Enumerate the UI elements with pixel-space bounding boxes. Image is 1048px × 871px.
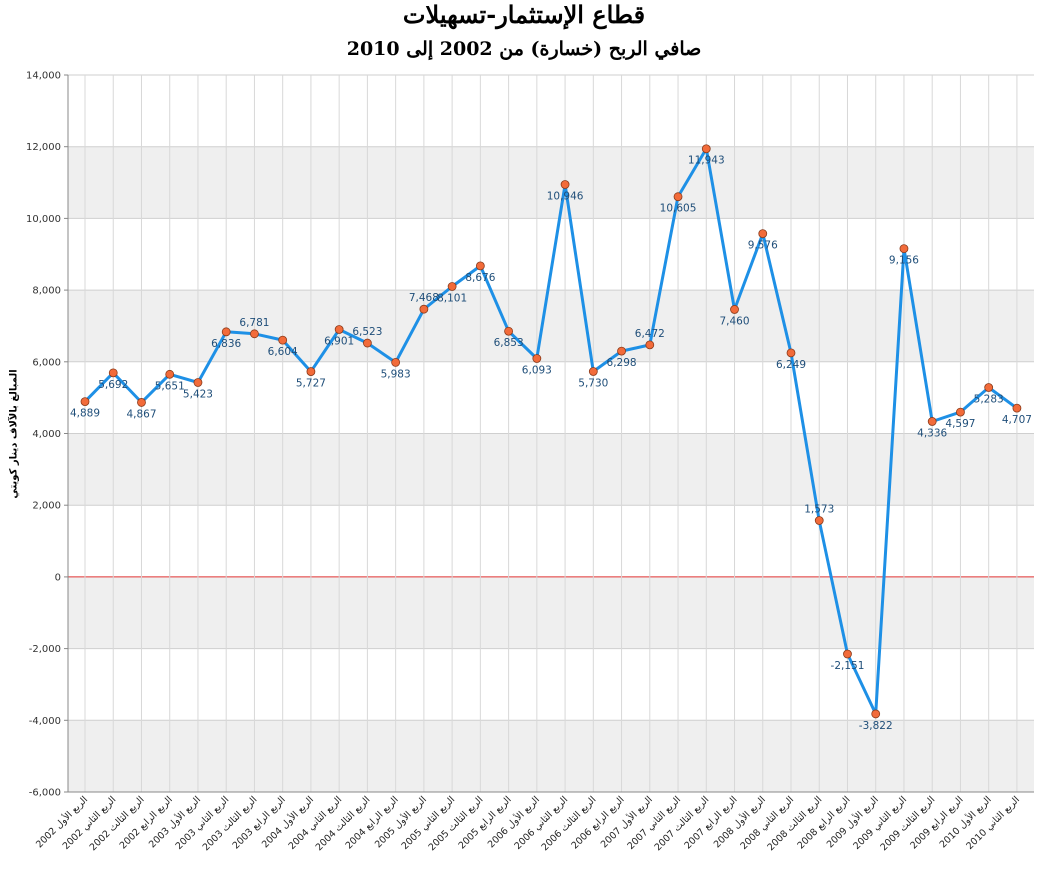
- y-tick-label: 0: [55, 572, 61, 583]
- data-point: [193, 378, 203, 387]
- data-point: [786, 348, 796, 358]
- data-label: 11,943: [688, 155, 725, 167]
- grid-band: [68, 433, 1034, 506]
- y-tick-label: 14,000: [26, 71, 61, 82]
- y-tick-label: 2,000: [32, 501, 61, 512]
- data-label: 7,460: [719, 315, 749, 327]
- y-tick-label: 8,000: [32, 286, 61, 297]
- data-label: 5,283: [974, 394, 1004, 406]
- x-tick-label: الربع الثاني 2010: [964, 794, 1022, 852]
- data-label: 6,781: [239, 317, 269, 329]
- y-tick-label: 4,000: [32, 429, 61, 440]
- data-label: 9,156: [889, 255, 919, 267]
- data-point: [927, 417, 937, 426]
- data-point: [1012, 403, 1022, 413]
- data-point: [475, 261, 485, 271]
- data-point: [871, 709, 881, 719]
- data-label: 1,573: [804, 504, 834, 516]
- data-point: [334, 325, 344, 334]
- data-label: 8,101: [437, 292, 467, 304]
- data-label: 6,523: [352, 326, 382, 338]
- data-label: 5,692: [98, 379, 128, 391]
- y-tick-label: -4,000: [29, 716, 61, 727]
- data-label: 6,093: [522, 364, 552, 376]
- data-label: 6,853: [494, 337, 524, 349]
- data-label: 10,946: [547, 190, 584, 202]
- data-label: 6,901: [324, 335, 354, 347]
- data-series: [80, 144, 1022, 719]
- data-label: 6,472: [635, 328, 665, 340]
- y-tick-label: 12,000: [26, 142, 61, 153]
- data-label: 6,249: [776, 359, 806, 371]
- data-point: [617, 346, 626, 356]
- data-point: [278, 335, 288, 345]
- data-label: 6,298: [607, 357, 637, 369]
- y-tick-labels: 14,000 12,000 10,000 8,000 6,000 4,000 2,000 0 -…: [26, 71, 61, 799]
- data-label: 5,423: [183, 388, 213, 400]
- background-bands: [68, 146, 1034, 792]
- gridlines: [68, 74, 1034, 793]
- data-label: 5,983: [381, 368, 411, 380]
- data-point: [250, 329, 259, 339]
- data-label: 4,336: [917, 427, 947, 439]
- data-point: [306, 367, 316, 376]
- data-point: [701, 144, 711, 154]
- data-point: [362, 338, 372, 348]
- data-point: [560, 180, 570, 189]
- data-point: [645, 340, 655, 350]
- grid-band: [68, 720, 1034, 792]
- data-label: 8,676: [465, 272, 495, 284]
- axes: [64, 74, 1034, 793]
- data-label: 5,651: [155, 380, 185, 392]
- data-point: [447, 282, 457, 291]
- chart-subtitle: صافي الربح (خسارة) من 2002 إلى 2010: [346, 38, 702, 60]
- data-point: [843, 649, 852, 659]
- grid-band: [68, 146, 1034, 219]
- data-label: 4,889: [70, 408, 100, 420]
- y-tick-label: -6,000: [29, 788, 61, 799]
- data-label: 6,836: [211, 338, 241, 350]
- data-point: [391, 358, 401, 367]
- data-point: [504, 326, 514, 336]
- series-line: [83, 147, 1018, 716]
- data-label: 10,605: [660, 203, 697, 215]
- data-point: [673, 192, 683, 202]
- data-point: [532, 354, 542, 363]
- data-point: [419, 304, 429, 314]
- data-point: [221, 327, 231, 337]
- grid-band: [68, 290, 1034, 362]
- data-label: 5,727: [296, 378, 326, 390]
- data-point: [588, 367, 598, 376]
- data-point: [108, 368, 118, 378]
- data-label: 7,468: [409, 292, 439, 304]
- grid-band: [68, 576, 1034, 649]
- data-label: 4,707: [1002, 414, 1032, 426]
- data-label: 4,597: [945, 418, 975, 430]
- y-tick-label: 6,000: [32, 357, 61, 368]
- data-point: [80, 397, 90, 407]
- data-point: [956, 407, 965, 417]
- data-label: 6,604: [268, 346, 298, 358]
- data-point: [984, 383, 994, 392]
- data-point: [137, 398, 146, 407]
- data-point: [165, 369, 175, 379]
- data-point: [814, 516, 824, 525]
- data-point: [730, 305, 739, 314]
- data-label: 9,576: [748, 240, 778, 252]
- data-point: [899, 244, 909, 254]
- data-label: 5,730: [578, 377, 608, 389]
- data-label: 4,867: [126, 408, 156, 420]
- data-point: [758, 229, 768, 239]
- y-tick-label: 10,000: [26, 214, 61, 225]
- data-label: -2,151: [831, 660, 865, 672]
- data-label: -3,822: [859, 720, 893, 732]
- chart-title: قطاع الإستثمار-تسهيلات: [402, 0, 646, 29]
- y-tick-label: -2,000: [29, 644, 61, 655]
